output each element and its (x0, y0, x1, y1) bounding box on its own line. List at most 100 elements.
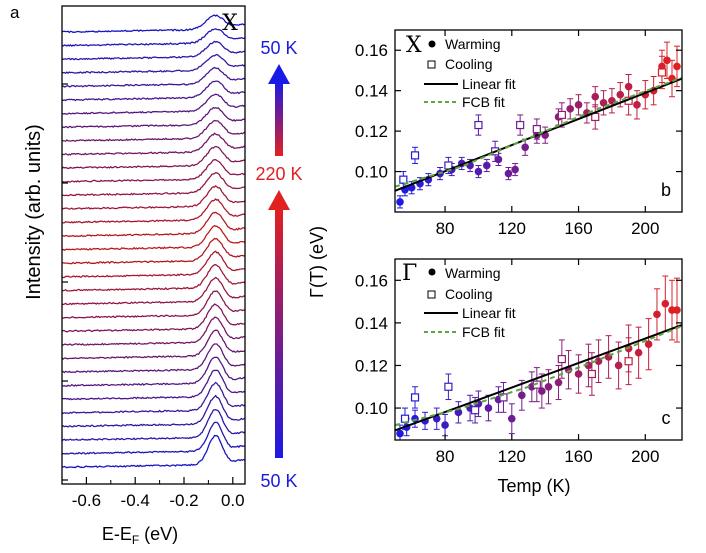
spectrum-curve (61, 145, 246, 170)
spectrum-fit-line (61, 225, 246, 251)
x-tick-label: 0.0 (221, 491, 245, 510)
warming-point (574, 101, 583, 109)
panel-b: 80 120 160 200 0.10 0.12 0.14 0.16 X Warming Co… (355, 29, 683, 238)
panel-a-frame (61, 5, 246, 485)
y-tick-label: 0.14 (355, 314, 388, 333)
legend-cooling-marker (427, 60, 436, 69)
spectrum-fit-line (61, 172, 246, 196)
plot-area (395, 41, 682, 209)
spectrum-fit-line (61, 382, 246, 414)
cooling-point (516, 120, 525, 130)
warming-point (396, 429, 404, 438)
cooling-point (587, 369, 596, 379)
warming-point (484, 404, 493, 412)
panel-c-plot: 80 120 160 200 0.10 0.12 0.14 0.16 (355, 258, 683, 466)
spectrum-fit-line (61, 185, 246, 210)
x-tick-label: 120 (498, 219, 526, 238)
spectrum-fit-line (61, 250, 246, 278)
panel-b-label: b (661, 180, 671, 200)
cooling-point (399, 175, 408, 184)
fcb-fit-line (395, 76, 682, 188)
spectrum-curve (61, 224, 246, 251)
panel-a-label: a (10, 3, 20, 22)
panel-c-legend: Γ Warming Cooling Linear fit FCB fit (402, 261, 516, 340)
cooling-point (474, 120, 483, 130)
arrow-up-head-warming (268, 190, 290, 210)
temp-label-top: 50 K (260, 38, 297, 58)
spectrum-curve (61, 264, 246, 292)
temp-label-mid: 220 K (255, 164, 302, 184)
spectrum-fit-line (61, 80, 246, 101)
warming-point (574, 370, 583, 378)
spectrum-fit-line (61, 357, 246, 387)
warming-point (599, 99, 608, 107)
fcb-fit-line (395, 325, 682, 427)
plot-area (395, 275, 682, 440)
spectrum-fit-line (61, 238, 246, 264)
warming-point (474, 400, 483, 408)
spectrum-curve (61, 106, 246, 129)
spectrum-fit-line (61, 422, 246, 455)
panel-c-label: c (662, 408, 671, 428)
cooling-point (410, 393, 420, 402)
y-tick-label: 0.10 (355, 163, 388, 182)
x-tick-label: -0.6 (72, 491, 101, 510)
panel-a-ticks: -0.6 -0.4 -0.2 0.0 (62, 83, 245, 510)
spectrum-fit-line (61, 303, 245, 333)
spectrum-curve (61, 290, 246, 319)
x-tick-label: 80 (436, 219, 455, 238)
spectrum-curve (61, 237, 246, 265)
spectrum-fit-line (61, 395, 246, 428)
warming-point (633, 101, 641, 109)
legend-warming-marker (428, 268, 436, 276)
warming-point (634, 348, 643, 357)
x-tick-label: 80 (436, 447, 455, 466)
cooling-point (410, 151, 420, 160)
spectrum-fit-line (61, 107, 246, 128)
legend-fcb-label: FCB fit (462, 324, 505, 340)
spectrum-fit-line (61, 343, 246, 373)
spectrum-fit-line (61, 41, 246, 60)
y-tick-label: 0.16 (355, 271, 388, 290)
legend-warming-marker (428, 40, 436, 48)
legend-fcb-label: FCB fit (462, 94, 505, 110)
spectrum-fit-line (61, 264, 246, 292)
x-tick-label: 160 (564, 447, 592, 466)
temp-label-bottom: 50 K (260, 471, 297, 491)
warming-point (511, 165, 519, 174)
warming-point (508, 414, 516, 423)
panel-a-xlabel: E-EF (eV) (102, 524, 178, 547)
y-tick-label: 0.14 (355, 82, 388, 101)
spectrum-fit-line (61, 120, 246, 142)
spectra-curves (61, 14, 246, 469)
cooling-point (470, 406, 480, 415)
x-tick-label: 120 (498, 447, 526, 466)
x-tick-label: -0.4 (121, 491, 150, 510)
plot-frame (394, 258, 683, 441)
spectrum-fit-line (61, 28, 246, 47)
warming-point (673, 306, 681, 314)
warming-point (494, 155, 503, 164)
warming-point (554, 378, 563, 387)
cooling-point (557, 354, 566, 364)
x-tick-label: 200 (631, 447, 659, 466)
spectrum-curve (61, 159, 246, 183)
spectrum-fit-line (61, 316, 246, 346)
spectrum-fit-line (61, 409, 246, 441)
spectrum-fit-line (61, 212, 246, 237)
spectrum-curve (61, 197, 246, 224)
spectrum-fit-line (61, 159, 246, 183)
legend-linear-label: Linear fit (462, 76, 516, 92)
y-tick-label: 0.10 (355, 399, 388, 418)
legend-warming-label: Warming (445, 265, 501, 281)
warming-point (653, 310, 661, 319)
symmetry-label-b: X (406, 33, 422, 58)
y-tick-label: 0.12 (355, 122, 388, 141)
arrow-up-shaft-cooling (275, 82, 283, 156)
spectrum-fit-line (61, 277, 246, 305)
spectrum-fit-line (61, 93, 246, 115)
cooling-point (557, 110, 566, 120)
warming-point (594, 357, 603, 366)
warming-point (396, 198, 404, 206)
panel-bc-ylabel: Γ(T) (eV) (307, 226, 327, 298)
